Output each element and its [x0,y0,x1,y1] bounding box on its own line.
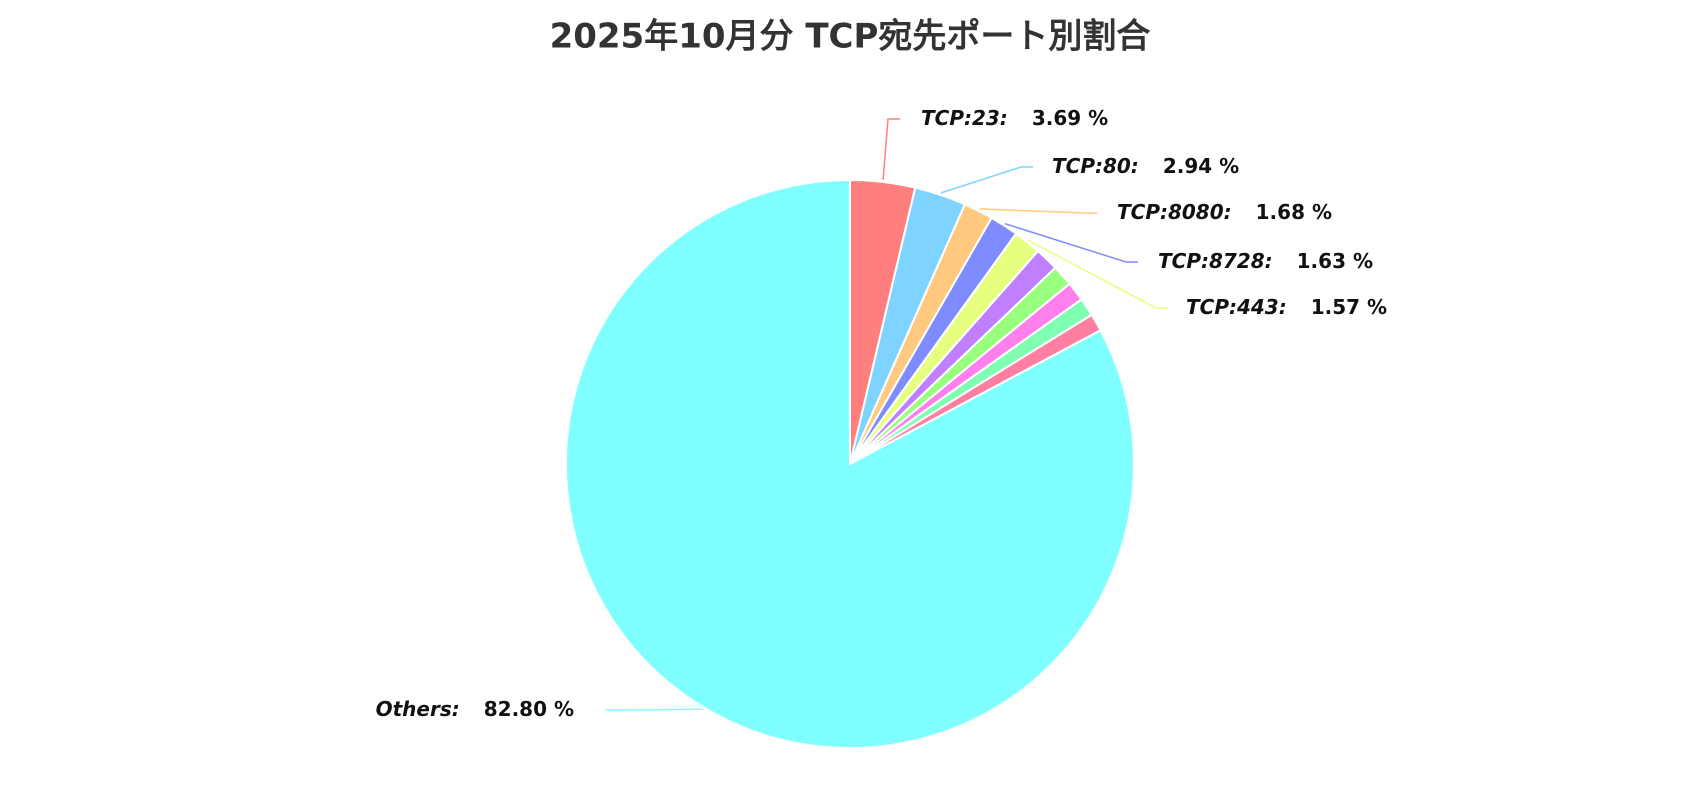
slice-label: TCP:80: 2.94 % [1052,154,1239,178]
leader-line [1004,223,1138,263]
slice-label: TCP:8728: 1.63 % [1158,249,1373,273]
slice-name: TCP:23: [921,106,1008,130]
slice-value: 3.69 % [1032,106,1108,130]
slice-label: TCP:23: 3.69 % [921,106,1108,130]
chart-title: 2025年10月分 TCP宛先ポート別割合 [550,17,1151,57]
leader-line [940,166,1033,194]
leader-line [979,208,1097,214]
leader-line [882,118,900,180]
slice-value: 1.68 % [1256,200,1332,224]
pie-slice [564,179,1135,749]
slice-value: 1.57 % [1311,295,1387,319]
slice-value: 1.63 % [1297,249,1373,273]
slice-name: Others: [376,697,460,721]
slice-name: TCP:443: [1186,295,1287,319]
slice-name: TCP:8080: [1117,200,1232,224]
leader-line [606,708,703,711]
slice-name: TCP:80: [1052,154,1139,178]
slice-label: Others: 82.80 % [376,697,574,721]
slice-label: TCP:8080: 1.68 % [1117,200,1332,224]
leader-line [1028,239,1168,309]
slice-value: 2.94 % [1163,154,1239,178]
slice-label: TCP:443: 1.57 % [1186,295,1387,319]
slice-name: TCP:8728: [1158,249,1273,273]
slice-value: 82.80 % [484,697,574,721]
